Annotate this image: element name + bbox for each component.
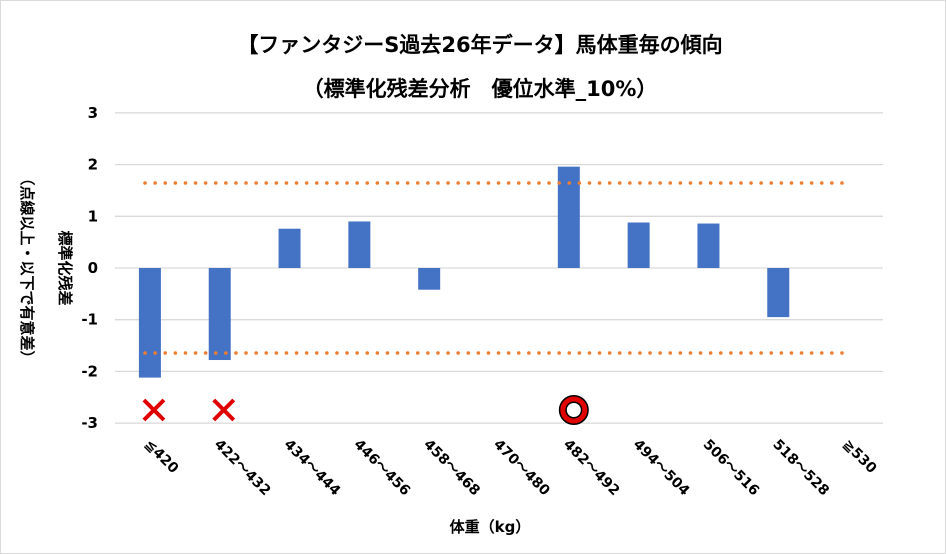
bar [557,166,580,268]
x-tick-label: 470～480 [490,437,553,500]
y-tick-label: -2 [81,362,98,380]
x-tick-label: 458～468 [420,437,483,500]
bar [278,228,301,268]
y-tick-label: 2 [88,156,98,174]
bar [697,223,720,268]
cross-mark [142,398,166,422]
bar [348,221,371,268]
y-axis-label-note: （点線以上・以下で有意差） [18,170,36,365]
y-tick-label: -3 [81,414,98,432]
bar [418,268,441,290]
bar [138,268,161,378]
y-tick-label: 3 [88,104,98,122]
chart-title: 【ファンタジーS過去26年データ】馬体重毎の傾向 [237,33,722,57]
y-tick-label: 1 [88,207,98,225]
circle-mark [560,396,588,424]
x-tick-label: 518～528 [769,437,832,500]
x-tick-label: 482～492 [560,437,623,500]
y-tick-label: -1 [81,311,98,329]
x-tick-label: ≦420 [141,437,181,477]
bar [627,222,650,268]
x-tick-label: 494～504 [630,437,693,500]
y-axis-label: 標準化残差 [56,230,74,305]
x-axis-label: 体重（kg） [450,518,531,536]
x-tick-label: 422～432 [211,437,274,500]
y-tick-label: 0 [88,259,98,277]
chart-subtitle: （標準化残差分析 優位水準_10%） [303,77,658,101]
x-tick-label: 506～516 [700,437,763,500]
bar [767,268,790,318]
x-tick-label: 446～456 [351,437,414,500]
bar [208,268,231,361]
cross-mark [212,398,236,422]
x-tick-label: 434～444 [281,437,344,500]
x-tick-label: ≧530 [839,437,879,477]
